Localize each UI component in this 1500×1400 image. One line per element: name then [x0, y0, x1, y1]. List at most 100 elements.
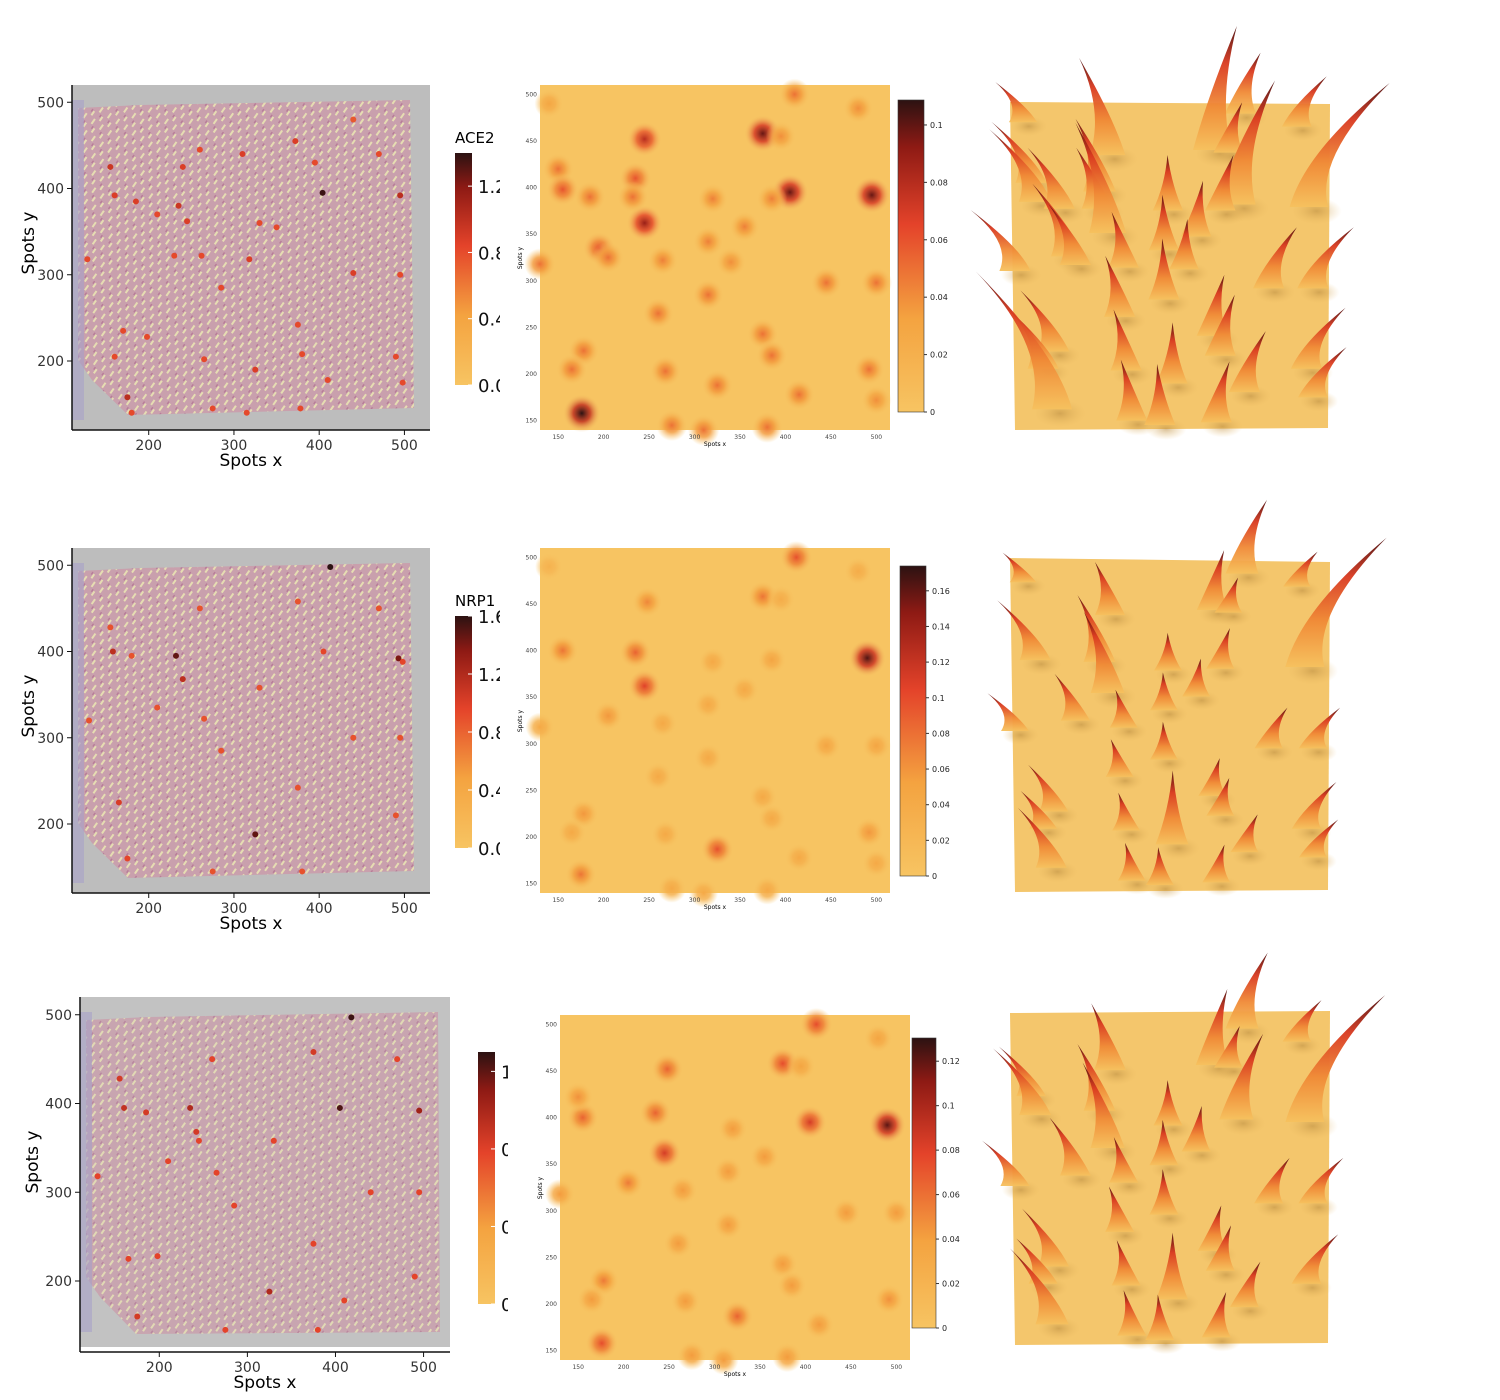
hotspot: [647, 1136, 682, 1170]
x-tick-label: 300: [221, 901, 248, 917]
surface-3d-row1: [970, 25, 1390, 440]
x-tick-label: 500: [871, 897, 883, 904]
hotspot: [778, 78, 811, 111]
legend-ticks: 1.2 0.8 0.4 0.0: [491, 1062, 508, 1316]
hotspot: [667, 1175, 698, 1206]
spot: [297, 405, 304, 412]
surface-peak: [975, 271, 1073, 410]
spot: [319, 189, 326, 196]
surface-peak: [1198, 758, 1227, 796]
spot: [144, 333, 151, 340]
spot: [231, 1202, 238, 1209]
colorbar-tick-label: 0: [942, 1324, 947, 1333]
surface-peak: [1298, 819, 1339, 858]
x-axis-label: Spots x: [234, 1373, 297, 1392]
surface-peak: [1077, 595, 1116, 662]
spot: [256, 684, 263, 691]
surface-peak: [1298, 1157, 1344, 1204]
y-tick-label: 250: [526, 787, 538, 794]
spot: [196, 605, 203, 612]
surface-peak: [1148, 194, 1180, 251]
surface-peak: [1075, 118, 1116, 192]
hotspot: [631, 586, 663, 618]
x-axis-label: Spots x: [724, 1371, 747, 1378]
y-tick-label: 350: [526, 231, 538, 238]
surface-peak: [1148, 238, 1180, 300]
surface-peak: [1298, 347, 1347, 398]
spot: [292, 138, 299, 145]
spot: [107, 624, 114, 631]
x-tick-label: 300: [221, 438, 248, 454]
surface-peak: [1083, 611, 1125, 693]
y-tick-label: 300: [546, 1208, 558, 1215]
surface-peak: [1254, 707, 1288, 749]
spot: [86, 717, 93, 724]
surface-peak: [1156, 322, 1188, 384]
spot: [124, 855, 131, 862]
spot: [397, 192, 404, 199]
y-axis-label: Spots y: [19, 212, 39, 275]
y-tick-label: 500: [37, 95, 64, 111]
y-tick-label: 400: [37, 645, 64, 661]
y-tick-label: 200: [546, 1301, 558, 1308]
hotspot: [574, 181, 606, 213]
colorbar-tick-label: 0.04: [932, 801, 950, 810]
legend-tick-label: 0.8: [478, 243, 500, 264]
hotspot: [765, 121, 797, 152]
spot: [314, 1326, 321, 1333]
y-tick-label: 350: [526, 694, 538, 701]
spot: [294, 784, 301, 791]
surface-peak: [1200, 361, 1232, 423]
spot: [107, 163, 114, 170]
surface-peak: [1214, 1026, 1243, 1068]
hotspot: [627, 121, 662, 157]
hotspot: [780, 540, 813, 574]
hotspot: [619, 636, 652, 669]
surface-peak: [1193, 25, 1237, 150]
spot: [184, 218, 191, 225]
colorbar-tick-label: 0: [932, 872, 937, 881]
surface-peak: [1027, 147, 1075, 209]
surface-peak: [1105, 1186, 1135, 1232]
spot: [239, 151, 246, 157]
hotspot: [557, 817, 587, 847]
hotspot: [786, 1051, 816, 1081]
surface-peak: [1152, 154, 1184, 211]
spot: [175, 202, 182, 209]
surface-peak: [1010, 1248, 1069, 1325]
colorbar-tick-label: 0.02: [942, 1280, 960, 1289]
surface-peak: [1229, 1261, 1261, 1308]
colorbar-tick-label: 0.04: [942, 1235, 960, 1244]
hotspot: [752, 875, 782, 905]
legend-ticks: 1.2 0.8 0.4 0.0: [468, 177, 500, 397]
heatmap-row1: 150 200 250 300 350 400 450 500 150 200 250 300 350…: [517, 78, 948, 448]
hotspot: [772, 1342, 803, 1373]
hotspot: [868, 1106, 906, 1144]
y-axis-label: Spots y: [23, 1131, 43, 1194]
surface-peak: [1117, 842, 1146, 881]
hotspot: [729, 211, 760, 243]
y-tick-label: 300: [526, 278, 538, 285]
colorbar: [897, 99, 925, 413]
surface-peak: [1022, 1208, 1070, 1267]
surface-peak: [1048, 203, 1092, 265]
y-axis-label: Spots y: [517, 709, 524, 732]
x-tick-label: 200: [598, 434, 610, 441]
hotspot: [843, 93, 874, 124]
surface-peak: [1289, 83, 1390, 208]
y-tick-label: 500: [45, 1008, 72, 1024]
y-ticks: 150 200 250 300 350 400 450 500: [526, 554, 538, 887]
surface-peak: [1195, 988, 1229, 1065]
spot: [266, 1288, 273, 1295]
hotspot: [756, 183, 788, 215]
legend-title: NRP1: [455, 592, 495, 610]
hotspot: [861, 731, 892, 761]
spot: [116, 1075, 123, 1082]
hotspot: [804, 1309, 835, 1340]
surface-peak: [1020, 790, 1058, 829]
surface-peak: [981, 1140, 1030, 1187]
hotspot: [563, 1081, 594, 1113]
surface-peak: [989, 129, 1052, 202]
surface-3d-row2: [987, 499, 1387, 899]
hotspot: [784, 843, 814, 873]
